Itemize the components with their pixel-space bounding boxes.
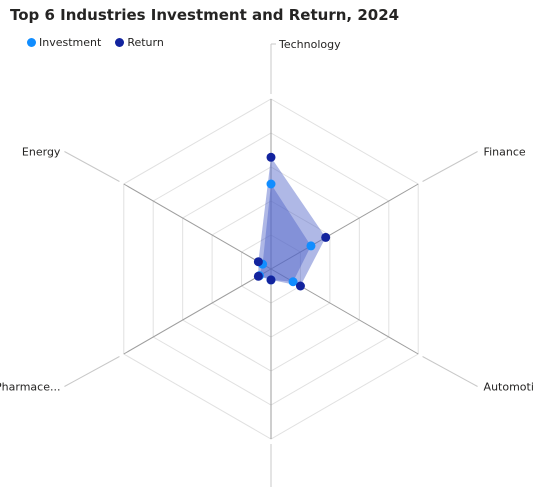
legend-item-investment[interactable]: Investment — [27, 36, 101, 49]
legend-marker-return — [115, 38, 125, 47]
label-leader-2 — [422, 356, 478, 387]
axis-spoke-5 — [123, 183, 272, 270]
axis-label-4: Pharmace... — [0, 381, 60, 394]
axis-label-0: Technology — [278, 38, 341, 51]
series-1-point-2 — [295, 281, 305, 291]
series-0-point-1 — [306, 241, 316, 251]
series-1-point-1 — [321, 232, 331, 242]
series-area-0 — [259, 184, 311, 282]
label-leader-5 — [64, 151, 120, 182]
series-1-point-4 — [253, 271, 263, 281]
label-leader-4 — [64, 356, 120, 387]
axis-spoke-4 — [123, 268, 272, 355]
axis-label-5: Energy — [22, 146, 61, 159]
legend-marker-investment — [27, 38, 36, 47]
series-0-point-0 — [266, 179, 276, 189]
series-1-point-3 — [266, 275, 276, 285]
series-1-point-0 — [266, 152, 276, 162]
series-1-point-5 — [253, 257, 263, 267]
axis-label-1: Finance — [484, 146, 526, 159]
series-area-1 — [258, 157, 326, 286]
series-0-point-2 — [288, 277, 298, 287]
legend-label-investment: Investment — [39, 36, 102, 49]
chart-title: Top 6 Industries Investment and Return, … — [10, 6, 400, 24]
label-leader-1 — [422, 151, 478, 182]
axis-spoke-1 — [270, 183, 419, 270]
legend-item-return[interactable]: Return — [115, 36, 164, 49]
axis-label-2: Automotive — [484, 381, 533, 394]
legend-label-return: Return — [127, 36, 164, 49]
legend: Investment Return — [27, 36, 164, 49]
